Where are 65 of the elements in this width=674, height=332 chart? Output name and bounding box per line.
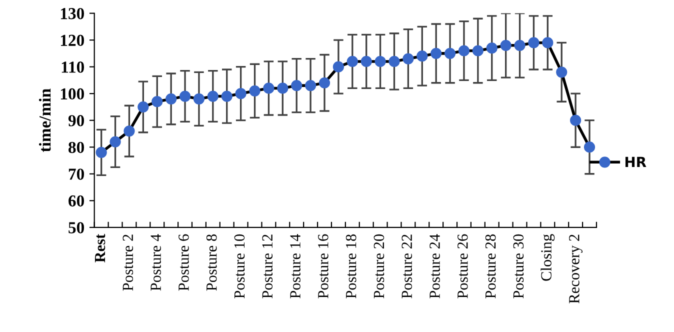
y-tick-label: 70 [68,168,84,180]
y-tick-label: 50 [68,222,84,234]
point [430,48,442,59]
x-tick-label: Posture 8 [206,234,217,291]
point [193,93,205,104]
point [291,80,302,92]
point [249,85,260,96]
point [179,90,191,102]
point [110,136,121,148]
x-tick-label: Posture 4 [150,234,161,291]
point [305,80,316,92]
point [416,50,428,62]
x-tick-label: Posture 24 [430,234,440,298]
point [472,45,484,56]
x-tick-label: Posture 14 [290,234,300,298]
y-tick-label: 80 [68,142,84,154]
point [277,82,288,94]
y-tick-label: 90 [68,115,84,126]
x-tick-label: Posture 12 [262,234,273,298]
y-tick-label: 100 [60,88,84,100]
point [570,114,582,126]
point [458,45,470,56]
x-tick-label: Posture 6 [178,234,189,291]
point [542,37,554,48]
point [207,90,218,102]
point [402,53,414,64]
x-tick-label: Posture 30 [513,234,524,298]
point [360,56,372,68]
x-tick-label: Closing [540,234,555,281]
point [332,61,344,72]
point [263,82,274,94]
point [138,101,149,113]
point [556,66,568,78]
point [514,40,526,51]
point [388,56,400,68]
point [221,90,232,102]
point [346,56,358,68]
y-tick-label: 110 [62,62,84,73]
y-tick-label: 60 [68,195,84,207]
point [166,93,177,104]
y-tick-label: 130 [60,8,84,20]
x-tick-label: Rest [95,234,106,262]
point [152,96,163,108]
point [318,77,330,88]
point [96,146,107,158]
x-tick-label: Posture 28 [485,234,496,298]
legend-label: HR [625,156,646,168]
x-tick-label: Recovery 2 [569,234,582,304]
point [528,37,540,48]
x-tick-label: Posture 16 [318,234,328,298]
point [374,56,386,68]
y-tick-label: 120 [60,34,84,46]
point [500,40,512,51]
x-tick-label: Posture 22 [402,234,412,298]
point [486,42,498,54]
x-tick-label: Posture 2 [122,234,134,291]
x-tick-label: Posture 26 [458,234,468,298]
point [584,142,596,153]
x-tick-label: Posture 20 [374,234,384,298]
point [235,88,246,100]
x-tick-label: Posture 10 [234,234,245,298]
point [124,126,135,137]
point [444,48,456,59]
y-axis-title: time/min [38,88,51,152]
x-tick-label: Posture 18 [346,234,356,298]
